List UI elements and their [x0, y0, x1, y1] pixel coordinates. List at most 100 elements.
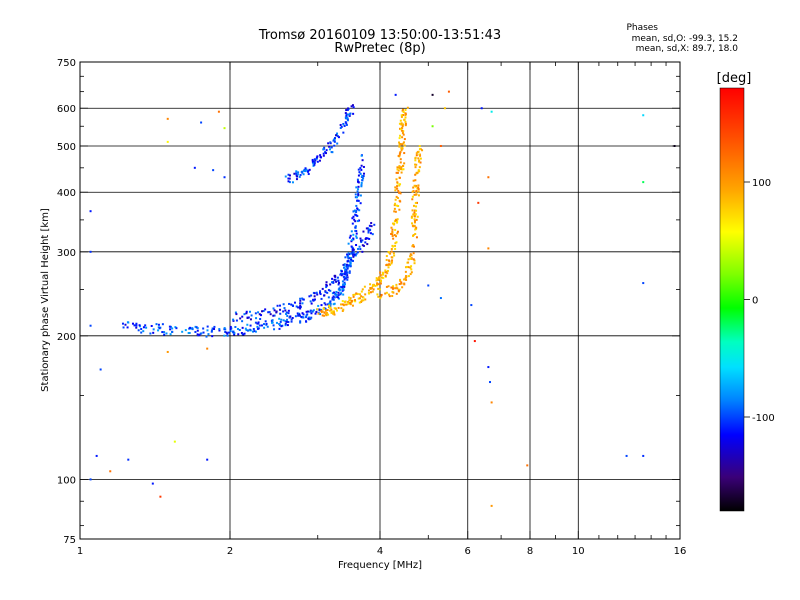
- data-point: [313, 298, 316, 301]
- data-point: [315, 291, 318, 294]
- data-point: [390, 232, 393, 235]
- data-point: [187, 332, 190, 335]
- data-point: [243, 313, 246, 316]
- colorbar-ticks: 100 0 -100: [744, 178, 775, 424]
- data-point: [370, 286, 373, 289]
- data-point: [347, 259, 350, 262]
- data-point: [399, 142, 402, 145]
- data-point: [355, 186, 358, 189]
- data-point: [390, 261, 393, 264]
- data-point: [395, 178, 398, 181]
- data-point: [419, 154, 422, 157]
- data-point: [89, 324, 92, 327]
- data-point: [138, 324, 141, 327]
- data-point: [340, 270, 343, 273]
- data-point: [391, 286, 394, 289]
- data-point: [355, 204, 358, 207]
- data-point: [394, 247, 397, 250]
- data-point: [320, 156, 323, 159]
- data-point: [352, 293, 355, 296]
- data-point: [412, 252, 415, 255]
- data-point: [206, 347, 209, 350]
- data-point: [229, 327, 232, 330]
- data-point: [308, 316, 311, 319]
- data-point: [354, 229, 357, 232]
- data-point: [404, 120, 407, 123]
- data-point: [330, 146, 333, 149]
- data-point: [394, 287, 397, 290]
- phases-heading: Phases: [626, 23, 658, 33]
- data-point: [396, 287, 399, 290]
- x-tick-label: 1: [77, 546, 83, 557]
- data-point: [400, 147, 403, 150]
- data-point: [287, 321, 290, 324]
- data-point: [299, 321, 302, 324]
- data-point: [334, 275, 337, 278]
- data-point: [121, 322, 124, 325]
- data-point: [122, 326, 125, 329]
- data-point: [343, 263, 346, 266]
- data-point: [397, 289, 400, 292]
- data-point: [403, 138, 406, 141]
- y-tick-label: 750: [57, 58, 76, 69]
- phases-x-stats: mean, sd,X: 89.7, 18.0: [635, 44, 738, 54]
- data-point: [316, 293, 319, 296]
- data-point: [356, 220, 359, 223]
- data-point: [447, 90, 450, 93]
- data-point: [403, 162, 406, 165]
- data-point: [333, 278, 336, 281]
- data-point: [396, 197, 399, 200]
- data-point: [344, 112, 347, 115]
- data-point: [174, 326, 177, 329]
- data-point: [415, 190, 418, 193]
- data-point: [360, 164, 363, 167]
- data-point: [352, 215, 355, 218]
- data-point: [233, 332, 236, 335]
- data-point: [327, 296, 330, 299]
- data-point: [330, 151, 333, 154]
- data-point: [399, 119, 402, 122]
- data-point: [229, 325, 232, 328]
- data-point: [402, 142, 405, 145]
- data-point: [379, 297, 382, 300]
- data-point: [402, 168, 405, 171]
- data-point: [338, 281, 341, 284]
- data-point: [299, 304, 302, 307]
- data-point: [300, 316, 303, 319]
- data-point: [343, 276, 346, 279]
- data-point: [417, 170, 420, 173]
- data-point: [404, 277, 407, 280]
- data-point: [413, 262, 416, 265]
- data-point: [358, 219, 361, 222]
- data-point: [337, 294, 340, 297]
- data-point: [301, 312, 304, 315]
- data-point: [351, 304, 354, 307]
- data-point: [273, 309, 276, 312]
- data-point: [346, 117, 349, 120]
- data-point: [347, 255, 350, 258]
- data-point: [273, 328, 276, 331]
- data-point: [376, 283, 379, 286]
- data-point: [356, 292, 359, 295]
- data-point: [309, 309, 312, 312]
- data-point: [265, 322, 268, 325]
- data-point: [246, 316, 249, 319]
- data-point: [414, 159, 417, 162]
- data-point: [318, 309, 321, 312]
- data-point: [364, 293, 367, 296]
- data-point: [338, 289, 341, 292]
- data-point: [350, 230, 353, 233]
- data-point: [399, 161, 402, 164]
- data-point: [362, 177, 365, 180]
- data-point: [241, 315, 244, 318]
- data-point: [415, 226, 418, 229]
- data-point: [356, 178, 359, 181]
- data-point: [413, 218, 416, 221]
- data-point: [419, 161, 422, 164]
- data-point: [224, 331, 227, 334]
- data-point: [473, 340, 476, 343]
- data-point: [334, 278, 337, 281]
- data-point: [303, 168, 306, 171]
- data-point: [339, 293, 342, 296]
- phases-o-stats: mean, sd,O: -99.3, 15.2: [631, 34, 738, 44]
